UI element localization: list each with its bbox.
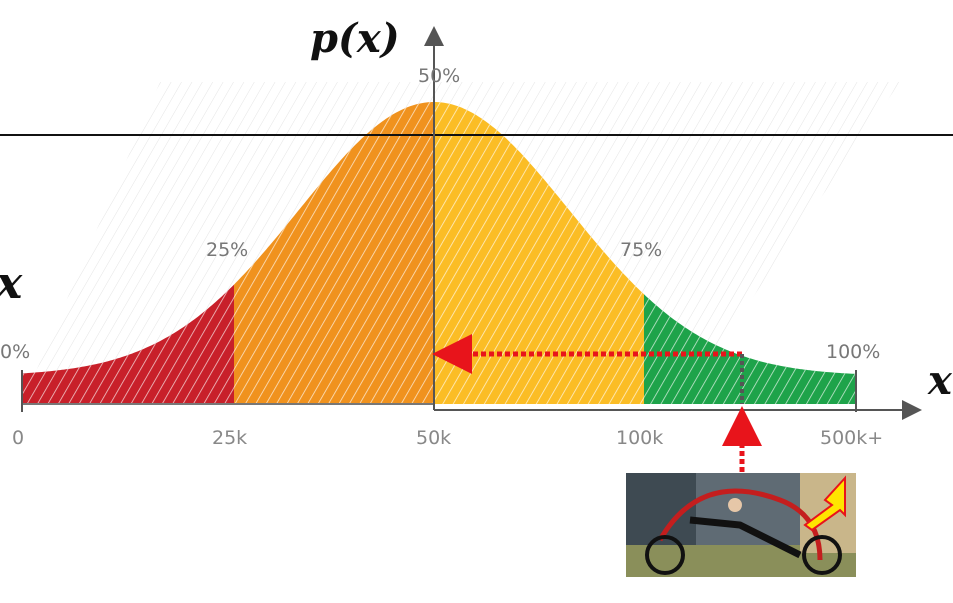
x-tick-label: 25k bbox=[212, 427, 247, 449]
x-tick-label: 500k+ bbox=[820, 427, 883, 449]
left-label: x bbox=[0, 258, 23, 309]
percentile-label: 50% bbox=[418, 65, 460, 87]
x-tick-label: 0 bbox=[12, 427, 24, 449]
percentile-label: 75% bbox=[620, 239, 662, 261]
diagram: p(x) x x 0% 25% 50% 75% 100% 0 25k 50k 1… bbox=[0, 0, 953, 603]
x-tick-label: 100k bbox=[616, 427, 663, 449]
x-axis-label: x bbox=[927, 357, 953, 404]
percentile-label: 100% bbox=[826, 341, 880, 363]
photo bbox=[626, 473, 856, 577]
percentile-label: 0% bbox=[0, 341, 30, 363]
y-axis-label: p(x) bbox=[310, 15, 400, 62]
x-tick-label: 50k bbox=[416, 427, 451, 449]
percentile-label: 25% bbox=[206, 239, 248, 261]
